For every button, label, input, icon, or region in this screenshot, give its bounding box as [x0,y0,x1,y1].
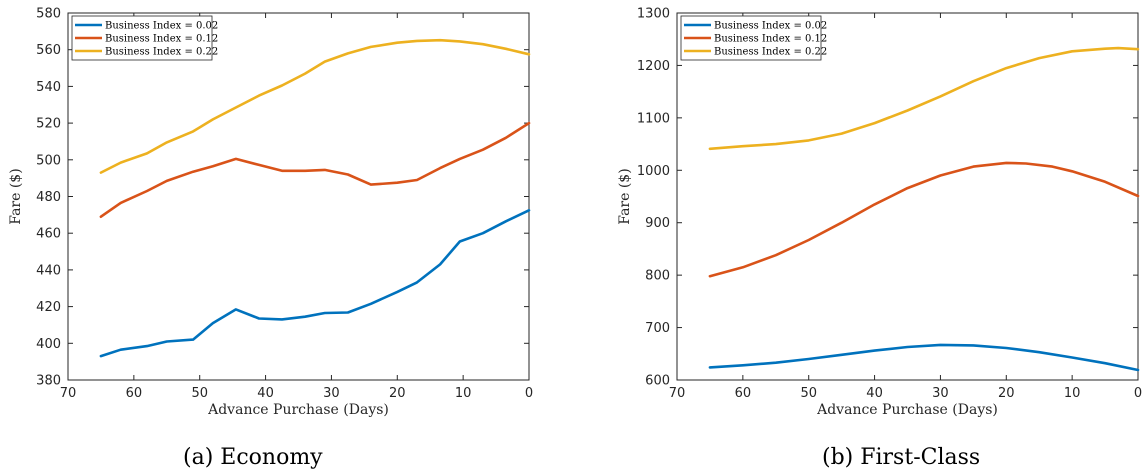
x-tick-label: 10 [1064,386,1081,401]
x-tick-label: 20 [389,386,406,401]
y-tick-label: 1000 [637,164,670,179]
y-axis-label: Fare ($) [8,168,24,224]
x-axis-label: Advance Purchase (Days) [207,402,389,418]
x-tick-label: 30 [323,386,340,401]
y-tick-label: 540 [36,80,61,95]
y-tick-label: 400 [36,337,61,352]
y-tick-label: 800 [645,269,670,284]
x-tick-label: 0 [525,386,533,401]
x-tick-label: 60 [735,386,752,401]
series-line-1 [708,161,1140,278]
legend-entry-0: Business Index = 0.02 [714,21,827,32]
y-tick-label: 480 [36,190,61,205]
chart-panel-first-class: 70 60 50 40 30 20 10 0 600 700 800 900 1000 1100 1200 1… [617,7,1142,471]
series-line-0 [99,209,531,358]
y-tick-label: 1200 [637,59,670,74]
x-tick-label: 70 [669,386,686,401]
x-tick-label: 20 [998,386,1015,401]
x-axis-label: Advance Purchase (Days) [816,402,998,418]
legend-entry-1: Business Index = 0.12 [105,34,218,45]
y-tick-label: 600 [645,374,670,389]
x-tick-label: 40 [866,386,883,401]
series-line-2 [99,38,531,174]
x-tick-label: 60 [126,386,143,401]
y-axis-label: Fare ($) [617,168,633,224]
y-tick-label: 700 [645,321,670,336]
y-tick-label: 580 [36,7,61,22]
series-line-0 [708,343,1140,372]
y-tick-label: 1100 [637,111,670,126]
plot-area [67,12,530,381]
x-tick-label: 50 [191,386,208,401]
y-tick-label: 900 [645,216,670,231]
legend: Business Index = 0.02 Business Index = 0.… [680,15,827,61]
x-tick-label: 70 [60,386,77,401]
plot-area [676,12,1139,381]
legend-entry-1: Business Index = 0.12 [714,34,827,45]
x-tick-label: 10 [455,386,472,401]
legend: Business Index = 0.02 Business Index = 0.… [71,15,218,61]
panel-caption: (b) First-Class [822,445,980,470]
chart-panel-economy: 70 60 50 40 30 20 10 0 380 400 420 440 460 480 500 520 5… [8,7,533,471]
y-tick-label: 460 [36,227,61,242]
y-tick-label: 560 [36,43,61,58]
panel-caption: (a) Economy [183,445,323,470]
x-tick-label: 40 [257,386,274,401]
legend-entry-0: Business Index = 0.02 [105,21,218,32]
y-tick-label: 520 [36,117,61,132]
y-tick-label: 380 [36,374,61,389]
x-tick-label: 0 [1134,386,1142,401]
y-tick-label: 500 [36,153,61,168]
series-line-2 [708,46,1140,151]
x-tick-label: 50 [800,386,817,401]
legend-entry-2: Business Index = 0.22 [105,47,218,58]
y-tick-label: 420 [36,300,61,315]
series-line-1 [99,121,531,218]
y-tick-label: 440 [36,263,61,278]
y-tick-label: 1300 [637,7,670,22]
legend-entry-2: Business Index = 0.22 [714,47,827,58]
x-tick-label: 30 [932,386,949,401]
